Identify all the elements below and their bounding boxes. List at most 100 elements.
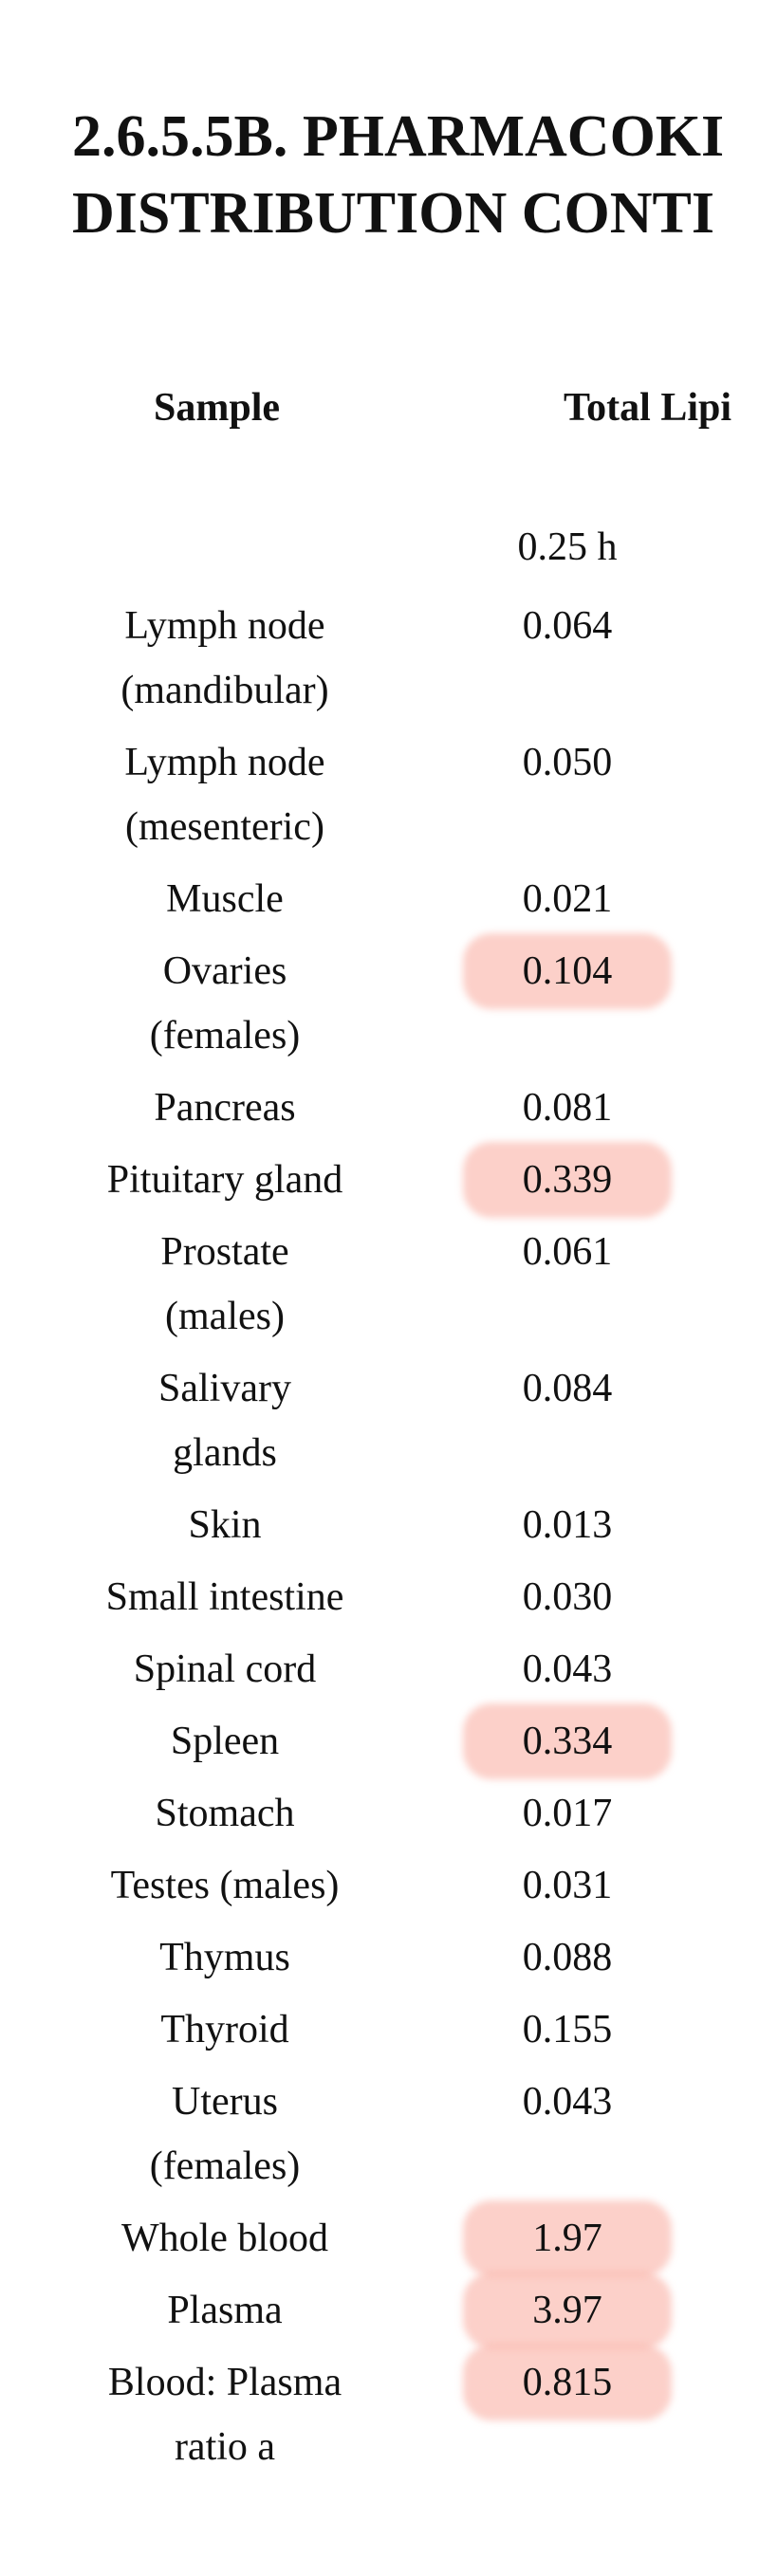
value-text: 0.088 — [522, 1936, 613, 1979]
value-cell: 0.815 — [463, 2345, 672, 2479]
table-row: Prostate (males) 0.061 — [68, 1216, 759, 1352]
table-row: Spleen 0.334 — [68, 1703, 759, 1779]
value-cell: 0.050 — [482, 730, 653, 859]
sample-text: Pancreas — [154, 1086, 296, 1130]
sample-cell: Pancreas — [68, 1076, 381, 1140]
sample-text: Thymus — [159, 1936, 290, 1979]
sample-text: Stomach — [155, 1792, 295, 1835]
sample-text: Skin — [188, 1503, 262, 1547]
value-text: 0.043 — [522, 2080, 613, 2124]
table-row: Skin 0.013 — [68, 1489, 759, 1561]
value-cell: 0.017 — [482, 1781, 653, 1846]
table-row: Pituitary gland 0.339 — [68, 1142, 759, 1218]
highlight — [463, 933, 672, 1009]
value-text: 0.021 — [522, 877, 613, 921]
value-text: 3.97 — [532, 2289, 602, 2332]
value-cell: 0.334 — [463, 1703, 672, 1779]
sample-text: (mesenteric) — [125, 805, 324, 849]
value-cell: 0.339 — [463, 1142, 672, 1218]
sample-text: Small intestine — [105, 1575, 344, 1619]
column-header: Sample — [154, 386, 281, 430]
sample-text: (females) — [149, 1014, 301, 1058]
sample-text: glands — [173, 1431, 277, 1475]
sample-cell: Prostate (males) — [68, 1220, 381, 1349]
highlight — [463, 1142, 672, 1218]
sample-text: (males) — [165, 1295, 285, 1338]
table-row: Thymus 0.088 — [68, 1922, 759, 1994]
sample-text: Lymph node — [124, 741, 325, 784]
table-row: Lymph node (mandibular) 0.064 — [68, 590, 759, 727]
table-row: Whole blood 1.97 — [68, 2200, 759, 2276]
value-cell: 0.084 — [482, 1356, 653, 1485]
value-text: 0.081 — [522, 1086, 613, 1130]
table-row: Uterus (females) 0.043 — [68, 2066, 759, 2202]
column-header: Total Lipi — [564, 386, 732, 430]
sample-cell: Stomach — [68, 1781, 381, 1846]
value-text: 0.155 — [522, 2008, 613, 2052]
value-text: 0.064 — [522, 604, 613, 648]
value-text: 0.013 — [522, 1503, 613, 1547]
highlight — [463, 1703, 672, 1779]
table-row: Plasma 3.97 — [68, 2272, 759, 2348]
sample-cell: Pituitary gland — [68, 1148, 381, 1212]
sample-cell: Skin — [68, 1493, 381, 1557]
value-text: 0.030 — [522, 1575, 613, 1619]
sample-text: Muscle — [166, 877, 284, 921]
sample-cell: Salivary glands — [68, 1356, 381, 1485]
sample-cell: Blood: Plasma ratio a — [68, 2350, 381, 2479]
sample-cell: Spinal cord — [68, 1637, 381, 1702]
title-line: 2.6.5.5B. PHARMACOKI — [72, 104, 725, 169]
sample-cell: Small intestine — [68, 1565, 381, 1629]
value-cell: 0.043 — [482, 1637, 653, 1702]
table-body: Lymph node (mandibular) 0.064 Lymph node (me… — [68, 590, 759, 2483]
value-cell: 0.013 — [482, 1493, 653, 1557]
value-cell: 0.043 — [482, 2070, 653, 2199]
table-row: Stomach 0.017 — [68, 1777, 759, 1849]
sample-text: (mandibular) — [120, 669, 329, 712]
value-cell: 0.104 — [463, 933, 672, 1068]
value-text: 0.339 — [522, 1158, 613, 1202]
sample-cell: Thymus — [68, 1925, 381, 1990]
sample-cell: Thyroid — [68, 1997, 381, 2062]
sample-text: Thyroid — [160, 2008, 289, 2052]
value-cell: 0.031 — [482, 1853, 653, 1918]
table-row: Small intestine 0.030 — [68, 1561, 759, 1633]
sample-text: Blood: Plasma — [107, 2361, 342, 2404]
sample-text: Testes (males) — [110, 1864, 340, 1907]
sample-text: (females) — [149, 2144, 301, 2188]
sample-cell: Spleen — [68, 1709, 381, 1774]
table-row: Salivary glands 0.084 — [68, 1352, 759, 1489]
title-line: DISTRIBUTION CONTI — [72, 181, 715, 246]
value-text: 0.084 — [522, 1367, 613, 1410]
table-row: Testes (males) 0.031 — [68, 1849, 759, 1922]
sample-cell: Uterus (females) — [68, 2070, 381, 2199]
sample-text: ratio a — [174, 2425, 276, 2469]
value-text: 0.815 — [522, 2361, 613, 2404]
value-text: 0.043 — [522, 1647, 613, 1691]
value-cell: 0.030 — [482, 1565, 653, 1629]
value-cell: 1.97 — [463, 2200, 672, 2276]
value-text: 0.031 — [522, 1864, 613, 1907]
sample-text: Spleen — [170, 1720, 280, 1763]
value-text: 0.334 — [522, 1720, 613, 1763]
value-cell: 0.021 — [482, 867, 653, 931]
value-cell: 0.061 — [482, 1220, 653, 1349]
document-title: 2.6.5.5B. PHARMACOKI DISTRIBUTION CONTI — [72, 99, 724, 252]
value-text: 0.017 — [522, 1792, 613, 1835]
table-row: Pancreas 0.081 — [68, 1072, 759, 1144]
sample-cell: Lymph node (mesenteric) — [68, 730, 381, 859]
sample-text: Whole blood — [120, 2217, 329, 2260]
sample-text: Salivary — [158, 1367, 291, 1410]
table-row: Spinal cord 0.043 — [68, 1633, 759, 1705]
sample-cell: Lymph node (mandibular) — [68, 594, 381, 723]
sample-text: Ovaries — [162, 949, 287, 993]
table-row: Lymph node (mesenteric) 0.050 — [68, 727, 759, 863]
value-cell: 3.97 — [463, 2272, 672, 2348]
sample-cell: Ovaries (females) — [68, 939, 381, 1068]
highlight — [463, 2200, 672, 2276]
highlight — [463, 2345, 672, 2420]
sample-text: Spinal cord — [133, 1647, 317, 1691]
value-text: 0.050 — [522, 741, 613, 784]
table-row: Thyroid 0.155 — [68, 1994, 759, 2066]
